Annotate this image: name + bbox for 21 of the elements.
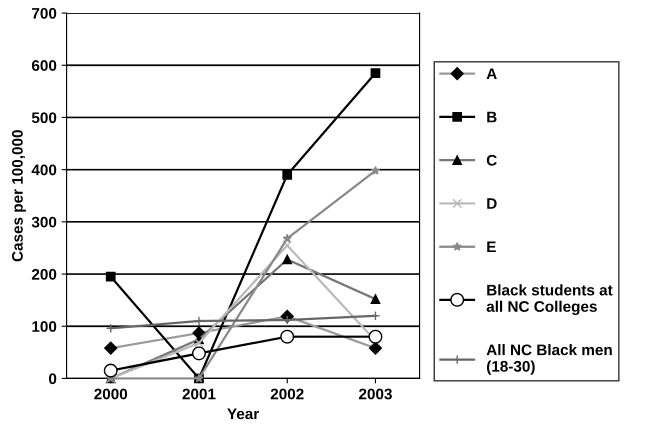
y-tick-label: 300	[32, 216, 56, 228]
y-tick-label: 500	[32, 112, 56, 124]
legend-label: C	[486, 154, 497, 166]
legend-label: E	[487, 242, 496, 252]
x-tick-label: 2003	[358, 388, 392, 400]
legend-label: B	[487, 112, 497, 122]
legend-label: D	[487, 198, 497, 209]
x-tick-label: 2000	[94, 388, 128, 400]
y-tick-label: 600	[32, 60, 56, 71]
y-tick-label: 700	[32, 8, 56, 19]
x-tick-label: 2002	[270, 388, 304, 400]
y-tick-label: 200	[32, 268, 56, 280]
legend-label: All NC Black men (18-30)	[486, 344, 612, 375]
y-tick-label: 400	[32, 164, 56, 176]
x-tick-label: 2001	[182, 388, 216, 400]
legend-label: A	[486, 68, 497, 79]
y-tick-label: 0	[48, 373, 56, 384]
legend-label: Black students at all NC Colleges	[486, 284, 613, 316]
y-axis-title: Cases per 100,000	[12, 130, 26, 262]
y-tick-label: 100	[32, 321, 56, 332]
x-axis-title: Year	[227, 408, 260, 420]
